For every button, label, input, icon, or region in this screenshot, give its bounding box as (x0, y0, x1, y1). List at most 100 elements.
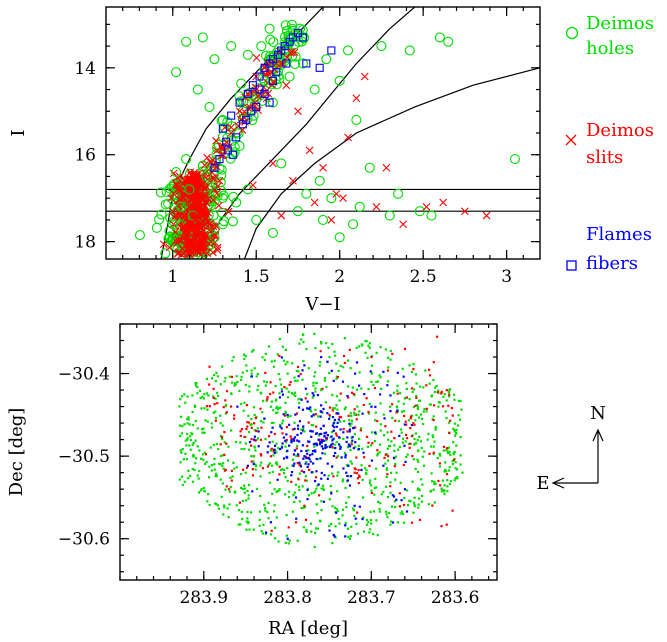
sky-point-holes (370, 522, 373, 525)
sky-point-slits (393, 465, 396, 468)
data-point-square (242, 115, 251, 125)
sky-point-holes (310, 530, 313, 533)
sky-point-holes (221, 437, 224, 441)
sky-point-slits (339, 416, 343, 419)
sky-point-holes (382, 413, 385, 416)
data-point-x (272, 59, 281, 68)
sky-point-fibers (315, 457, 318, 461)
sky-point-holes (350, 441, 353, 444)
sky-point-holes (276, 463, 279, 466)
sky-point-holes (256, 388, 259, 391)
sky-point-holes (337, 471, 340, 474)
sky-point-holes (242, 353, 246, 356)
sky-data-point (412, 422, 415, 425)
sky-point-slits (408, 446, 411, 449)
sky-point-holes (298, 472, 301, 475)
sky-point-fibers (335, 511, 338, 514)
sky-point-slits (418, 518, 422, 521)
sky-point-holes (395, 405, 398, 408)
data-point-square (235, 98, 244, 107)
sky-point-holes (319, 341, 323, 344)
sky-point-slits (445, 473, 449, 476)
sky-point-holes (285, 387, 288, 390)
sky-point-holes (265, 381, 268, 384)
sky-point-slits (352, 393, 355, 396)
sky-point-holes (333, 443, 336, 446)
data-point-circle (301, 188, 312, 199)
sky-point-slits (362, 403, 365, 407)
data-point-x (178, 233, 187, 242)
sky-point-fibers (326, 360, 329, 363)
sky-point-holes (333, 354, 337, 357)
sky-point-slits (353, 408, 356, 411)
data-point-circle (393, 188, 404, 199)
sky-point-holes (422, 410, 425, 413)
sky-point-slits (409, 415, 413, 418)
sky-point-holes (331, 431, 334, 434)
sky-point-holes (349, 448, 352, 452)
sky-point-holes (238, 389, 241, 393)
sky-point-slits (296, 365, 300, 369)
sky-point-holes (212, 443, 216, 446)
data-point-x (212, 146, 221, 155)
sky-point-holes (219, 383, 222, 386)
data-point-x (360, 72, 369, 81)
sky-point-holes (446, 485, 449, 488)
sky-point-holes (445, 449, 448, 452)
sky-point-holes (291, 458, 294, 461)
data-point-x (210, 174, 218, 183)
sky-point-holes (185, 432, 189, 436)
sky-point-holes (179, 415, 183, 418)
sky-point-fibers (310, 415, 313, 418)
sky-point-holes (448, 388, 452, 391)
sky-point-fibers (323, 432, 326, 435)
sky-point-holes (376, 534, 379, 537)
sky-point-holes (301, 485, 304, 488)
sky-point-holes (207, 493, 210, 496)
sky-point-holes (263, 380, 266, 383)
sky-point-holes (200, 488, 203, 491)
sky-point-holes (348, 537, 352, 540)
sky-point-holes (327, 474, 330, 477)
sky-point-holes (186, 395, 189, 398)
sky-point-holes (370, 372, 373, 375)
sky-point-holes (374, 419, 377, 422)
sky-point-holes (331, 472, 334, 475)
sky-point-holes (245, 364, 248, 367)
sky-data-point (286, 537, 289, 540)
sky-point-holes (358, 437, 361, 440)
sky-point-holes (331, 541, 334, 545)
sky-point-slits (259, 438, 263, 441)
sky-point-holes (443, 470, 446, 473)
sky-point-holes (418, 399, 422, 402)
sky-point-fibers (333, 418, 336, 422)
sky-point-holes (298, 488, 301, 492)
sky-point-holes (457, 424, 460, 427)
sky-point-fibers (332, 437, 335, 440)
sky-point-holes (421, 494, 424, 497)
sky-point-holes (178, 405, 181, 408)
sky-point-holes (254, 449, 257, 452)
sky-point-slits (273, 432, 276, 436)
compass-north-label: N (590, 403, 606, 424)
sky-point-holes (216, 375, 219, 378)
sky-point-holes (378, 451, 381, 454)
sky-point-holes (271, 440, 274, 443)
data-point-x (235, 107, 244, 116)
sky-point-holes (365, 523, 369, 526)
sky-point-holes (247, 414, 250, 417)
sky-point-holes (269, 449, 272, 452)
sky-point-fibers (313, 449, 317, 452)
sky-point-slits (225, 485, 228, 488)
data-point-x (196, 183, 205, 192)
data-point-square (223, 146, 232, 155)
sky-point-slits (300, 469, 303, 473)
sky-data-point (437, 405, 440, 408)
sky-point-fibers (400, 499, 403, 502)
sky-point-holes (309, 409, 312, 412)
sky-point-holes (356, 532, 360, 535)
sky-point-holes (449, 480, 453, 483)
sky-point-slits (398, 505, 401, 508)
sky-point-holes (291, 510, 294, 513)
sky-point-holes (249, 423, 252, 427)
